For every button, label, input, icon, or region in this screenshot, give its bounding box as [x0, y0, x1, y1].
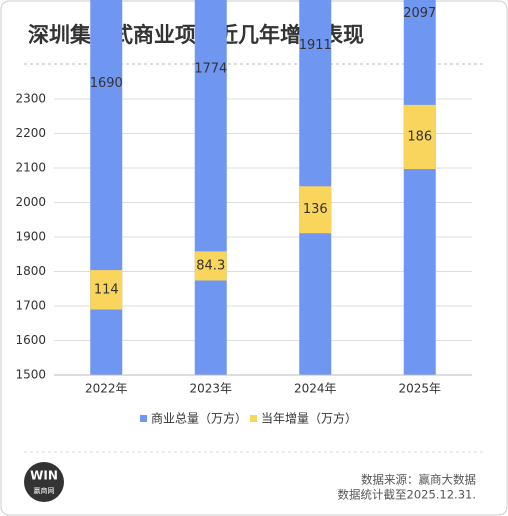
- legend-swatch: [250, 415, 257, 422]
- logo-circle: [24, 462, 64, 502]
- bar-segment: [90, 0, 123, 375]
- y-tick-label: 1600: [15, 333, 46, 347]
- logo-name: 赢商网: [34, 486, 55, 495]
- y-tick-label: 2100: [15, 161, 46, 175]
- logo-mark: WIN: [30, 469, 58, 483]
- date-note: 数据统计截至2025.12.31.: [338, 488, 477, 502]
- data-label: 1774: [194, 61, 227, 76]
- bar-segment: [90, 270, 123, 310]
- data-label: 186: [407, 129, 432, 144]
- data-label: 1690: [90, 76, 123, 91]
- data-label: 1911: [299, 38, 332, 53]
- y-tick-label: 1500: [15, 368, 46, 382]
- y-tick-label: 1700: [15, 299, 46, 313]
- y-tick-label: 2200: [15, 126, 46, 140]
- y-tick-label: 2300: [15, 92, 46, 106]
- bar-segment: [403, 104, 436, 170]
- bar-segment: [403, 0, 436, 376]
- x-tick-label: 2022年: [85, 382, 128, 396]
- x-tick-label: 2024年: [294, 382, 337, 396]
- x-tick-label: 2023年: [189, 382, 232, 396]
- legend-swatch: [140, 415, 147, 422]
- bar-segment: [194, 251, 227, 281]
- data-label: 84.3: [196, 258, 225, 273]
- y-tick-label: 2000: [15, 195, 46, 209]
- legend-label: 商业总量（万方）: [151, 411, 247, 426]
- data-label: 2097: [403, 6, 436, 21]
- bar-segment: [299, 186, 332, 234]
- y-tick-label: 1900: [15, 230, 46, 244]
- x-tick-label: 2025年: [398, 382, 441, 396]
- y-tick-label: 1800: [15, 264, 46, 278]
- source-note: 数据来源：赢商大数据: [361, 473, 476, 487]
- data-label: 114: [94, 282, 119, 297]
- legend-label: 当年增量（万方）: [261, 411, 357, 426]
- data-label: 136: [303, 202, 328, 217]
- bar-segment: [194, 0, 227, 376]
